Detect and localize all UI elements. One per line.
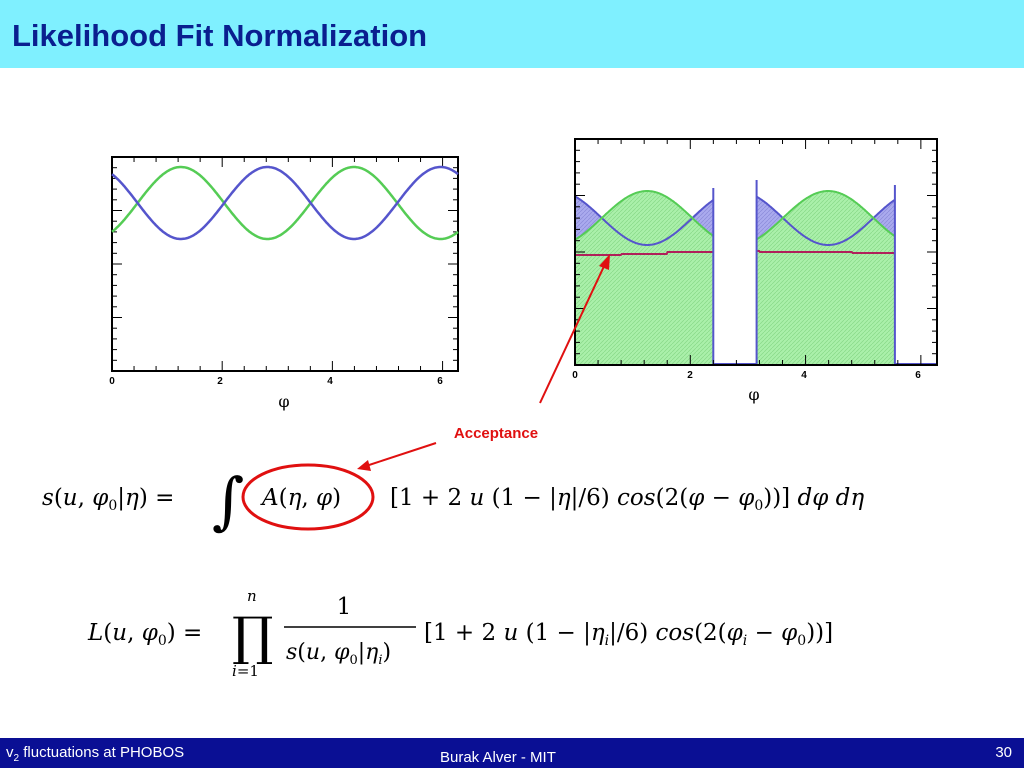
svg-text:L(u, φ0) =: L(u, φ0) = [87,620,202,649]
equation-normalization: s(u, φ0|η) = ∫ A(η, φ) [1 + 2 u (1 − |η|… [42,464,864,537]
acceptance-label: Acceptance [454,425,538,442]
left-tick-label-0: 0 [109,376,115,387]
footer-page-number: 30 [995,744,1012,761]
right-green-curve [574,190,896,241]
left-green-curve [111,165,459,241]
svg-text:1: 1 [337,594,352,620]
right-tick-label-4: 4 [801,370,807,381]
left-blue-curve [111,165,459,241]
right-acceptance-curve [575,250,895,256]
svg-text:∏: ∏ [232,607,273,667]
left-chart: 0 2 4 6 φ [109,156,459,411]
acceptance-highlight-circle [241,463,375,531]
left-x-axis-label: φ [278,392,289,411]
right-x-axis-label: φ [748,385,759,404]
footer-author: Burak Alver - MIT [440,749,556,766]
right-chart: 0 2 4 6 φ [572,138,938,404]
svg-text:s(u, φ0|ηi): s(u, φ0|ηi) [286,640,391,668]
acceptance-annotation: Acceptance [241,254,610,531]
left-tick-label-2: 2 [217,376,223,387]
svg-text:A(η, φ): A(η, φ) [260,485,341,511]
left-chart-ticks [111,156,458,372]
svg-text:[1 + 2 u (1 − |η|/6) cos(2(φ −: [1 + 2 u (1 − |η|/6) cos(2(φ − φ0))] dφ … [390,485,864,514]
svg-text:[1 + 2 u (1 − |ηi|/6) cos(2(φi: [1 + 2 u (1 − |ηi|/6) cos(2(φi − φ0))] [424,620,833,649]
slide-footer: v2 fluctuations at PHOBOS Burak Alver - … [0,738,1024,768]
right-chart-ticks [574,138,937,366]
right-green-area [575,191,895,365]
equation-likelihood: L(u, φ0) = n ∏ i=1 1 s(u, φ0|ηi) [1 + 2 … [87,587,833,680]
slide-header [0,0,1024,68]
right-tick-label-0: 0 [572,370,578,381]
left-tick-label-4: 4 [327,376,333,387]
svg-text:i=1: i=1 [232,662,259,680]
right-blue-curve [574,195,896,246]
left-tick-label-6: 6 [437,376,443,387]
slide-content: 0 2 4 6 φ 0 2 4 6 φ Acceptance s [42,138,938,680]
svg-text:n: n [247,587,257,605]
svg-text:∫: ∫ [212,464,244,537]
svg-text:s(u, φ0|η) =: s(u, φ0|η) = [42,485,174,514]
right-tick-label-6: 6 [915,370,921,381]
right-tick-label-2: 2 [687,370,693,381]
left-chart-frame [111,156,459,372]
footer-left: v2 fluctuations at PHOBOS [6,744,185,764]
slide-title: Likelihood Fit Normalization [12,18,428,53]
